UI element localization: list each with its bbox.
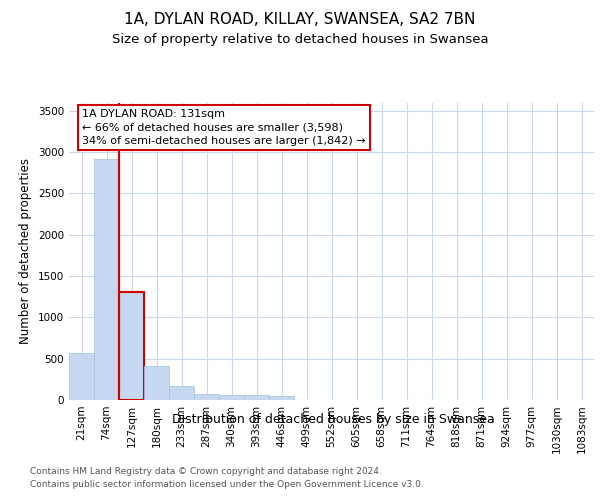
Text: Distribution of detached houses by size in Swansea: Distribution of detached houses by size …	[172, 412, 494, 426]
Bar	[119, 292, 144, 400]
Text: Contains HM Land Registry data © Crown copyright and database right 2024.: Contains HM Land Registry data © Crown c…	[30, 468, 382, 476]
Text: 1A, DYLAN ROAD, KILLAY, SWANSEA, SA2 7BN: 1A, DYLAN ROAD, KILLAY, SWANSEA, SA2 7BN	[124, 12, 476, 28]
Text: Size of property relative to detached houses in Swansea: Size of property relative to detached ho…	[112, 32, 488, 46]
Bar	[169, 386, 194, 400]
Bar	[244, 396, 269, 400]
Text: Contains public sector information licensed under the Open Government Licence v3: Contains public sector information licen…	[30, 480, 424, 489]
Bar	[269, 396, 294, 400]
Bar	[144, 366, 169, 400]
Text: 1A DYLAN ROAD: 131sqm
← 66% of detached houses are smaller (3,598)
34% of semi-d: 1A DYLAN ROAD: 131sqm ← 66% of detached …	[82, 109, 365, 146]
Bar	[194, 394, 219, 400]
Y-axis label: Number of detached properties: Number of detached properties	[19, 158, 32, 344]
Bar	[94, 158, 119, 400]
Bar	[219, 395, 244, 400]
Bar	[69, 353, 94, 400]
